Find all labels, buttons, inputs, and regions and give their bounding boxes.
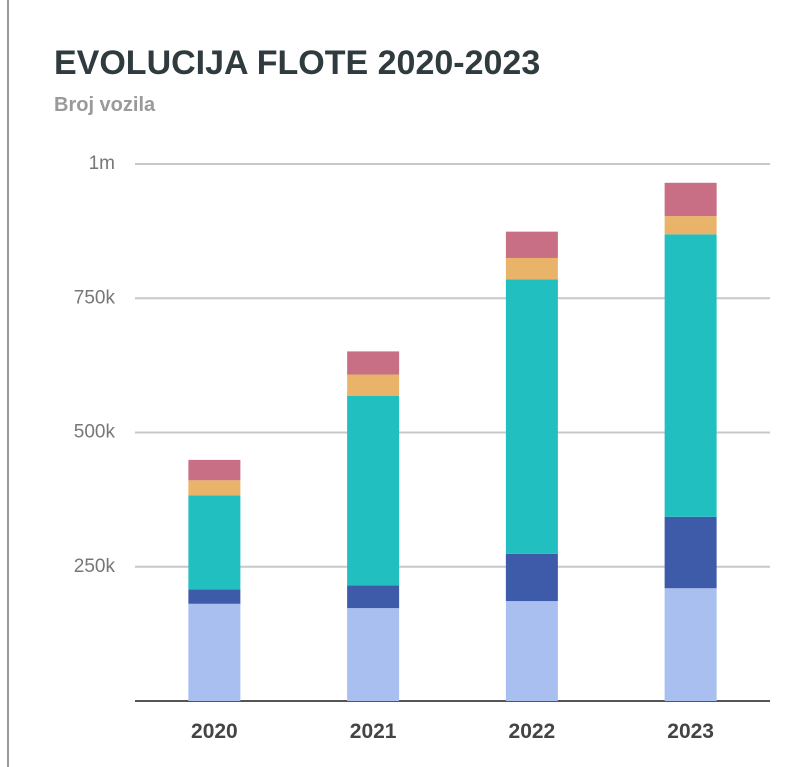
- bar-segment: [505, 601, 558, 701]
- bar-segment: [505, 231, 558, 258]
- x-tick-label: 2020: [191, 720, 238, 743]
- bar-segment: [347, 585, 400, 609]
- bar-segment: [664, 216, 717, 235]
- bar-segment: [505, 257, 558, 280]
- y-tick-label: 750k: [74, 287, 116, 308]
- y-tick-label: 1m: [89, 153, 115, 174]
- chart-title: EVOLUCIJA FLOTE 2020-2023: [54, 44, 540, 82]
- bar-segment: [188, 459, 241, 481]
- bar-segment: [505, 279, 558, 554]
- bar-segment: [347, 608, 400, 701]
- bar-segment: [505, 553, 558, 602]
- chart-subtitle: Broj vozila: [54, 94, 156, 116]
- bar-segment: [664, 516, 717, 589]
- x-tick-label: 2022: [509, 720, 556, 743]
- y-tick-label: 250k: [74, 556, 116, 577]
- bar-segment: [188, 480, 241, 496]
- y-tick-label: 500k: [74, 422, 116, 443]
- bar-segment: [347, 395, 400, 586]
- bar-segment: [664, 234, 717, 517]
- x-tick-label: 2023: [667, 720, 714, 743]
- bar-segment: [188, 589, 241, 604]
- bar-segment: [664, 182, 717, 217]
- bar-segment: [347, 374, 400, 396]
- bar-segment: [347, 351, 400, 375]
- bar-segment: [664, 588, 717, 701]
- bar-segment: [188, 495, 241, 590]
- bar-segment: [188, 603, 241, 701]
- x-tick-label: 2021: [350, 720, 397, 743]
